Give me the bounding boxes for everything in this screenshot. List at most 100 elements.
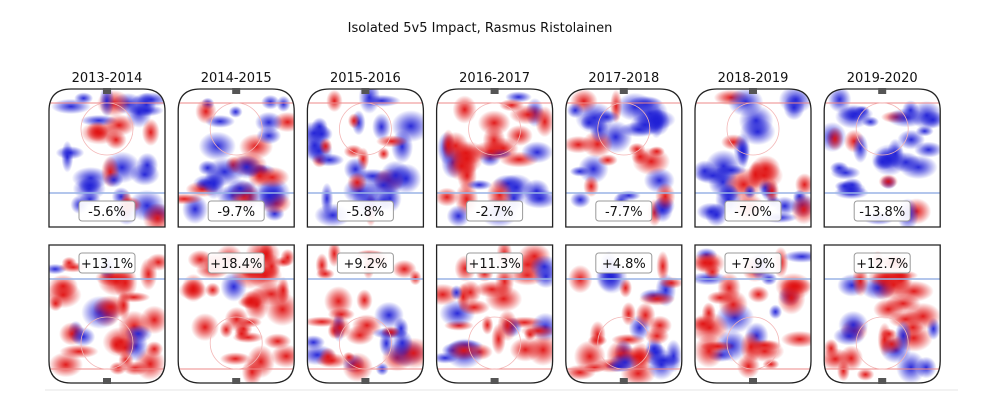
negative-blob <box>380 160 412 191</box>
negative-blob <box>783 250 811 263</box>
positive-blob <box>873 298 904 320</box>
positive-blob <box>621 301 637 326</box>
faceoff-circle <box>726 102 780 156</box>
positive-blob <box>824 338 839 358</box>
positive-blob <box>270 344 295 368</box>
rink-panel: -5.8% <box>306 88 425 228</box>
negative-blob <box>276 95 291 113</box>
goal-net <box>878 378 887 384</box>
negative-blob <box>570 191 591 209</box>
negative-blob <box>71 327 96 347</box>
positive-blob <box>392 259 417 279</box>
positive-blob <box>481 315 494 335</box>
positive-blob <box>345 325 375 346</box>
rink-outline <box>48 244 166 384</box>
positive-blob <box>145 341 164 357</box>
negative-blob <box>128 104 164 117</box>
negative-blob <box>896 351 926 383</box>
positive-blob <box>471 140 511 162</box>
negative-blob <box>616 190 641 201</box>
negative-blob <box>136 152 159 178</box>
positive-blob <box>347 172 368 193</box>
rink-outline <box>694 244 812 384</box>
positive-blob <box>436 187 459 207</box>
positive-blob <box>904 302 941 330</box>
goal-net <box>361 378 370 384</box>
negative-blob <box>733 133 751 166</box>
positive-blob <box>234 326 249 341</box>
positive-blob <box>520 324 553 338</box>
negative-blob <box>695 160 717 182</box>
rink-outline <box>306 244 425 384</box>
value-badge <box>78 200 136 222</box>
faceoff-circle <box>80 316 134 370</box>
negative-blob <box>77 178 102 193</box>
positive-blob <box>740 331 763 363</box>
rink-outline <box>565 244 683 384</box>
negative-blob <box>314 153 345 167</box>
positive-blob <box>181 273 206 303</box>
rink-panel: -5.6% <box>48 88 166 228</box>
rink-outline <box>48 88 166 228</box>
positive-blob <box>92 295 129 319</box>
positive-blob <box>97 266 135 297</box>
goal-net <box>878 88 887 94</box>
positive-blob <box>644 327 670 345</box>
faceoff-circle <box>338 316 392 370</box>
faceoff-circle <box>209 316 263 370</box>
negative-blob <box>521 141 553 164</box>
goal-net <box>749 378 757 384</box>
negative-blob <box>307 335 326 350</box>
rink-panel: +4.8% <box>565 244 683 384</box>
value-badge <box>853 200 911 222</box>
positive-blob <box>764 178 780 203</box>
season-label: 2014-2015 <box>201 71 272 86</box>
heatmap-blobs <box>824 89 941 227</box>
positive-blob <box>573 340 606 373</box>
positive-blob <box>775 272 811 301</box>
value-badge <box>78 252 136 274</box>
negative-blob <box>833 326 866 346</box>
goal-net <box>232 378 241 384</box>
value-label: +9.2% <box>343 257 387 272</box>
negative-blob <box>901 100 920 121</box>
positive-blob <box>195 98 217 125</box>
rink-outline <box>306 88 425 228</box>
negative-blob <box>466 179 493 191</box>
positive-blob <box>717 272 741 304</box>
positive-blob <box>474 280 510 298</box>
positive-blob <box>780 330 811 348</box>
faceoff-circle <box>726 316 780 370</box>
negative-blob <box>74 92 94 105</box>
rink-panel: +9.2% <box>306 244 425 384</box>
negative-blob <box>593 110 620 124</box>
negative-blob <box>446 205 471 227</box>
positive-blob <box>836 360 850 382</box>
goal-net <box>361 88 370 94</box>
value-badge <box>336 200 394 222</box>
rink-panel: +12.7% <box>823 244 941 384</box>
negative-blob <box>645 353 681 367</box>
season-label: 2016-2017 <box>459 71 530 86</box>
panels: 2013-2014 -5.6% +13.1% 2014-2015 -9.7% +18.4%… <box>48 71 941 384</box>
value-label: -9.7% <box>217 205 255 220</box>
faceoff-circle <box>468 102 522 156</box>
heatmap-blobs <box>49 245 165 383</box>
goal-net <box>490 378 499 384</box>
positive-blob <box>856 368 875 381</box>
value-label: -2.7% <box>476 205 514 220</box>
value-badge <box>207 252 265 274</box>
negative-blob <box>226 179 254 199</box>
negative-blob <box>231 155 262 179</box>
season-label: 2017-2018 <box>588 71 659 86</box>
positive-blob <box>376 135 408 148</box>
negative-blob <box>569 166 590 177</box>
rink-panel: +13.1% <box>48 244 166 384</box>
rink-outline <box>823 244 941 384</box>
rink-panel: -7.0% <box>694 88 812 228</box>
positive-blob <box>695 334 725 368</box>
value-label: -13.8% <box>859 205 905 220</box>
faceoff-circle <box>597 316 651 370</box>
negative-blob <box>768 304 783 320</box>
negative-blob <box>875 147 900 170</box>
